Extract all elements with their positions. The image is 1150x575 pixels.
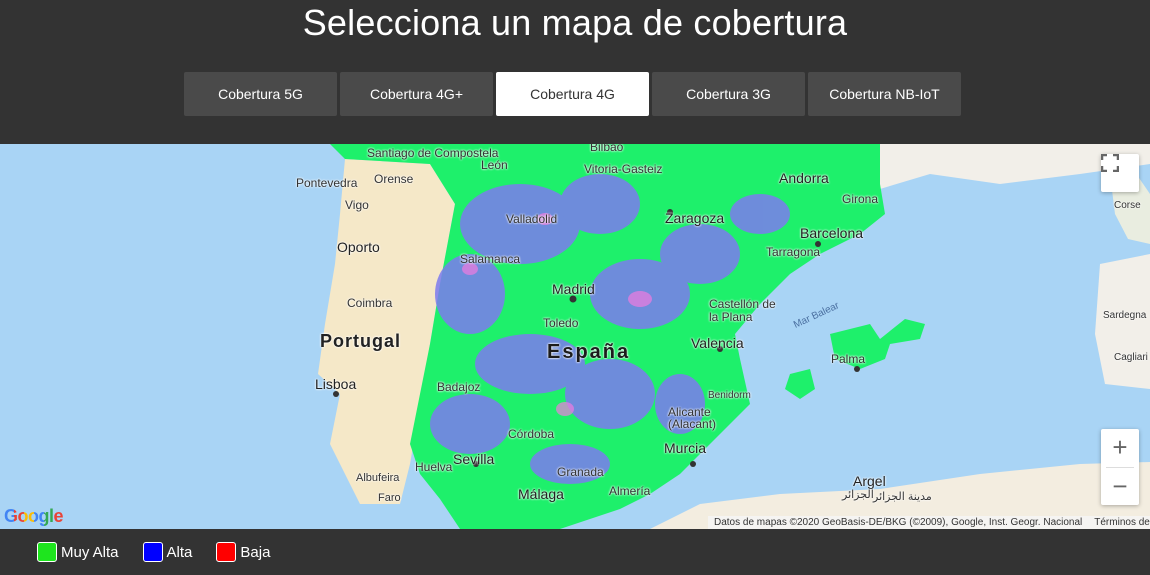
map-label-vigo: Vigo [345,198,369,212]
legend-swatch-alta [142,542,163,562]
map-label-orense: Orense [374,172,414,186]
legend-item-baja: Baja [216,542,270,562]
map-label-pontevedra: Pontevedra [296,176,358,190]
map-label-zaragoza: Zaragoza [665,210,725,226]
portugal-land [318,159,455,504]
ibiza-coverage [785,369,815,399]
google-logo-text: Google [4,506,64,526]
map-label-santiago: Santiago de Compostela [367,146,499,160]
legend-label-alta: Alta [166,543,193,561]
legend-swatch-muy-alta [37,542,57,562]
zoom-separator [1106,466,1134,468]
legend-label-baja: Baja [240,543,271,561]
tab-cobertura-3g[interactable]: Cobertura 3G [652,72,805,116]
map-attribution-bar: Datos de mapas ©2020 GeoBasis-DE/BKG (©2… [708,516,1150,529]
map-label-tarragona: Tarragona [766,245,821,259]
map-label-corse: Corse [1114,200,1141,211]
city-dots [333,209,860,467]
map-label-sevilla: Sevilla [453,451,495,467]
tab-cobertura-nb-iot[interactable]: Cobertura NB-IoT [808,72,961,116]
map-label-valencia: Valencia [691,335,744,351]
mallorca-coverage [830,319,925,369]
coverage-legend: Muy Alta Alta Baja [0,529,1150,575]
map-label-palma: Palma [831,352,866,366]
legend-label-muy-alta: Muy Alta [61,543,119,561]
google-logo[interactable]: Google [4,506,64,527]
baja-coverage-patches [462,213,652,416]
legend-swatch-baja [216,542,237,562]
map-label-vitoria: Vitoria-Gasteiz [584,162,663,176]
map-label-cordoba: Córdoba [508,427,555,441]
map-label-barcelona: Barcelona [800,225,864,241]
map-canvas [318,144,1150,529]
terms-link[interactable]: Términos de uso [1094,517,1150,528]
map-label-girona: Girona [842,192,879,206]
map-label-argel: Argel [853,473,886,489]
coverage-tabs: Cobertura 5G Cobertura 4G+ Cobertura 4G … [184,72,961,116]
map-attribution: Datos de mapas ©2020 GeoBasis-DE/BKG (©2… [714,517,1083,528]
map-label-toledo: Toledo [543,316,579,330]
zoom-control: + − [1101,429,1139,505]
legend-item-alta: Alta [142,542,193,562]
map-label-benidorm: Benidorm [708,390,751,401]
map-label-valladolid: Valladolid [506,212,558,226]
tab-cobertura-4g-plus[interactable]: Cobertura 4G+ [340,72,493,116]
map-label-coimbra: Coimbra [347,296,393,310]
map-label-oporto: Oporto [337,239,380,255]
map-label-madrid: Madrid [552,281,595,297]
legend-item-muy-alta: Muy Alta [37,542,119,562]
map-label-albufeira: Albufeira [356,472,400,484]
map-label-faro: Faro [378,492,401,504]
africa-land [650,462,1150,529]
map-label-badajoz: Badajoz [437,380,481,394]
map-label-portugal: Portugal [320,331,402,351]
map-label-murcia: Murcia [664,440,707,456]
header: Selecciona un mapa de cobertura Cobertur… [0,0,1150,144]
map-label-sardegna: Sardegna [1103,310,1147,321]
tab-cobertura-4g[interactable]: Cobertura 4G [496,72,649,116]
map-label-malaga: Málaga [518,486,564,502]
map-label-castellon: Castellón de la Plana [709,297,776,324]
fullscreen-button[interactable] [1101,154,1139,192]
map-label-medina-arabic: مدينة الجزائر [873,491,932,503]
map-label-lisboa: Lisboa [315,376,357,392]
tab-cobertura-5g[interactable]: Cobertura 5G [184,72,337,116]
coverage-map[interactable]: Santiago de Compostela Pontevedra Orense… [0,144,1150,529]
zoom-in-button[interactable]: + [1112,432,1128,463]
map-label-cagliari: Cagliari [1114,352,1148,363]
fullscreen-icon [1101,154,1119,172]
map-label-argel-arabic: الجزائر [842,489,874,501]
map-label-granada: Granada [557,465,604,479]
map-label-bilbao: Bilbao [590,144,624,154]
page-title: Selecciona un mapa de cobertura [302,2,848,43]
map-label-andorra: Andorra [779,170,829,186]
zoom-out-button[interactable]: − [1112,470,1128,501]
map-label-salamanca: Salamanca [460,252,521,266]
sardegna-land [1095,254,1150,389]
map-label-alicante: Alicante (Alacant) [668,405,717,431]
map-label-almeria: Almería [609,484,651,498]
map-label-huelva: Huelva [415,460,453,474]
map-label-leon: León [481,158,508,172]
map-label-espana: España [547,341,631,363]
